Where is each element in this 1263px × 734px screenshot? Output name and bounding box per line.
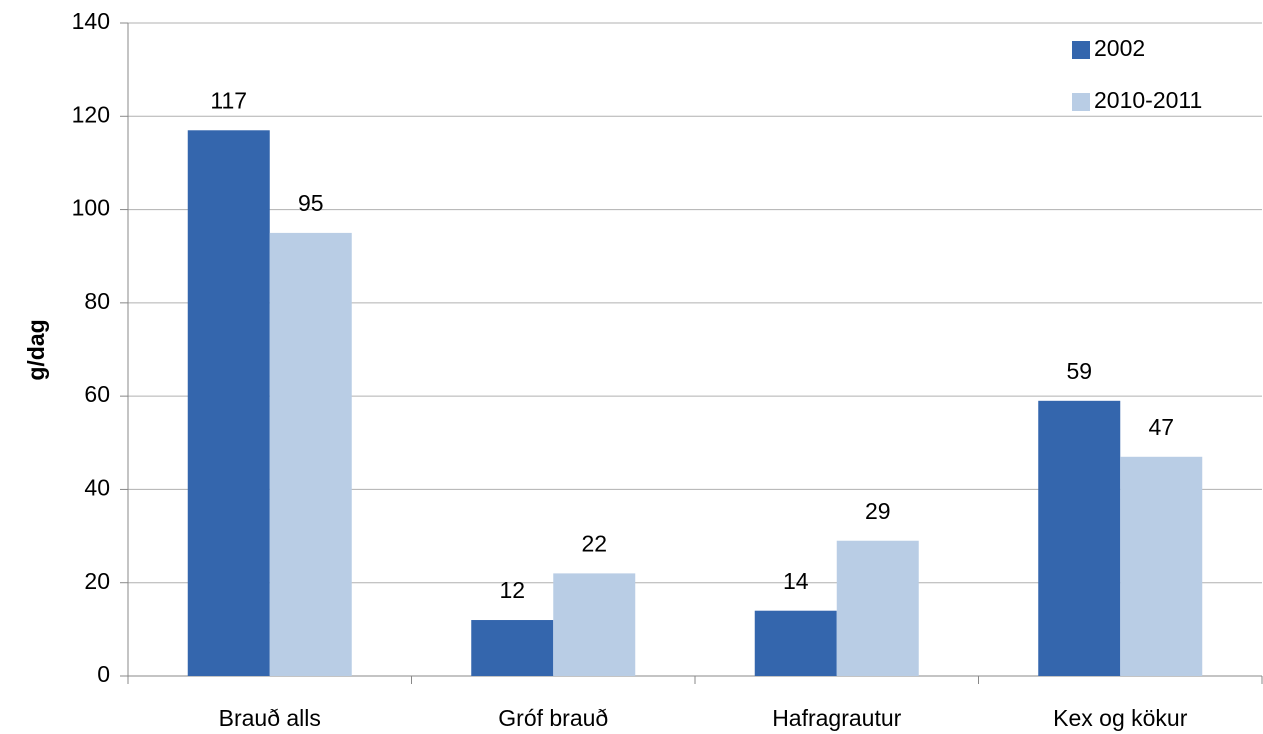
y-tick-label: 0 — [97, 661, 110, 687]
x-tick-label: Hafragrautur — [772, 705, 901, 731]
legend-label: 2002 — [1094, 35, 1145, 61]
bar — [269, 232, 352, 676]
data-label: 59 — [1066, 358, 1092, 384]
legend-swatch — [1072, 41, 1090, 59]
legend-swatch — [1072, 93, 1090, 111]
bar — [1120, 456, 1203, 676]
y-tick-label: 120 — [72, 101, 110, 127]
y-tick-label: 140 — [72, 8, 110, 34]
y-tick-label: 100 — [72, 195, 110, 221]
bar — [754, 610, 837, 676]
data-label: 22 — [581, 530, 607, 556]
bar — [1038, 400, 1121, 676]
data-label: 14 — [783, 568, 809, 594]
y-tick-label: 40 — [84, 475, 110, 501]
x-tick-label: Kex og kökur — [1053, 705, 1188, 731]
data-label: 47 — [1148, 414, 1174, 440]
y-tick-label: 60 — [84, 381, 110, 407]
x-tick-label: Gróf brauð — [498, 705, 608, 731]
data-label: 12 — [499, 577, 525, 603]
y-axis-label: g/dag — [23, 319, 49, 380]
data-label: 117 — [210, 87, 247, 113]
bar — [553, 573, 636, 676]
x-tick-label: Brauð alls — [219, 705, 321, 731]
bar — [836, 540, 919, 676]
bar — [471, 620, 554, 676]
data-label: 95 — [298, 190, 324, 216]
legend-label: 2010-2011 — [1094, 87, 1202, 113]
y-tick-label: 20 — [84, 568, 110, 594]
bar — [187, 130, 270, 676]
data-label: 29 — [865, 498, 891, 524]
y-tick-label: 80 — [84, 288, 110, 314]
